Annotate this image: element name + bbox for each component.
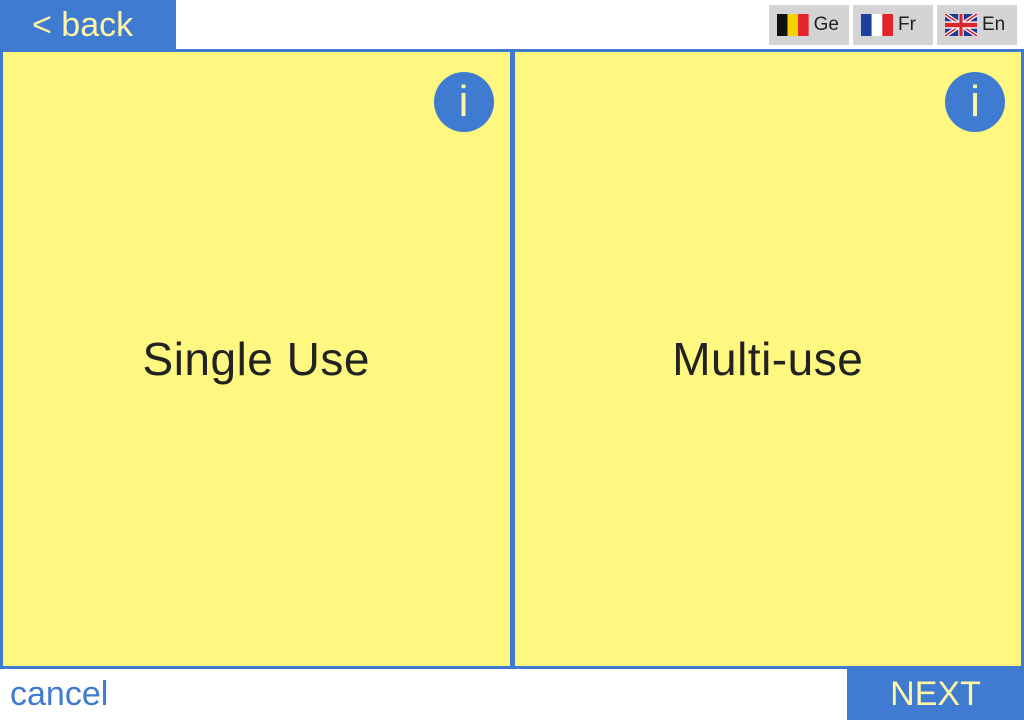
language-label-fr: Fr — [898, 14, 916, 35]
next-button[interactable]: NEXT — [847, 669, 1024, 720]
single-use-info-icon[interactable]: i — [433, 72, 494, 132]
single-use-option[interactable]: Single Use i — [3, 52, 510, 666]
language-label-ge: Ge — [813, 14, 839, 35]
france-flag-icon — [861, 14, 893, 36]
language-selector: Ge Fr En — [769, 5, 1017, 45]
multi-use-option[interactable]: Multi-use i — [514, 52, 1021, 666]
back-button[interactable]: < back — [0, 0, 176, 50]
cancel-button[interactable]: cancel — [10, 675, 109, 713]
language-button-fr[interactable]: Fr — [853, 5, 933, 45]
multi-use-label: Multi-use — [672, 333, 864, 385]
multi-use-info-icon[interactable]: i — [945, 72, 1005, 132]
belgium-flag-icon — [777, 14, 809, 36]
language-label-en: En — [982, 14, 1006, 35]
language-button-ge[interactable]: Ge — [769, 5, 849, 45]
single-use-label: Single Use — [142, 333, 370, 385]
language-button-en[interactable]: En — [937, 5, 1017, 45]
uk-flag-icon — [945, 14, 977, 36]
usage-options: Single Use i Multi-use i — [0, 49, 1024, 669]
